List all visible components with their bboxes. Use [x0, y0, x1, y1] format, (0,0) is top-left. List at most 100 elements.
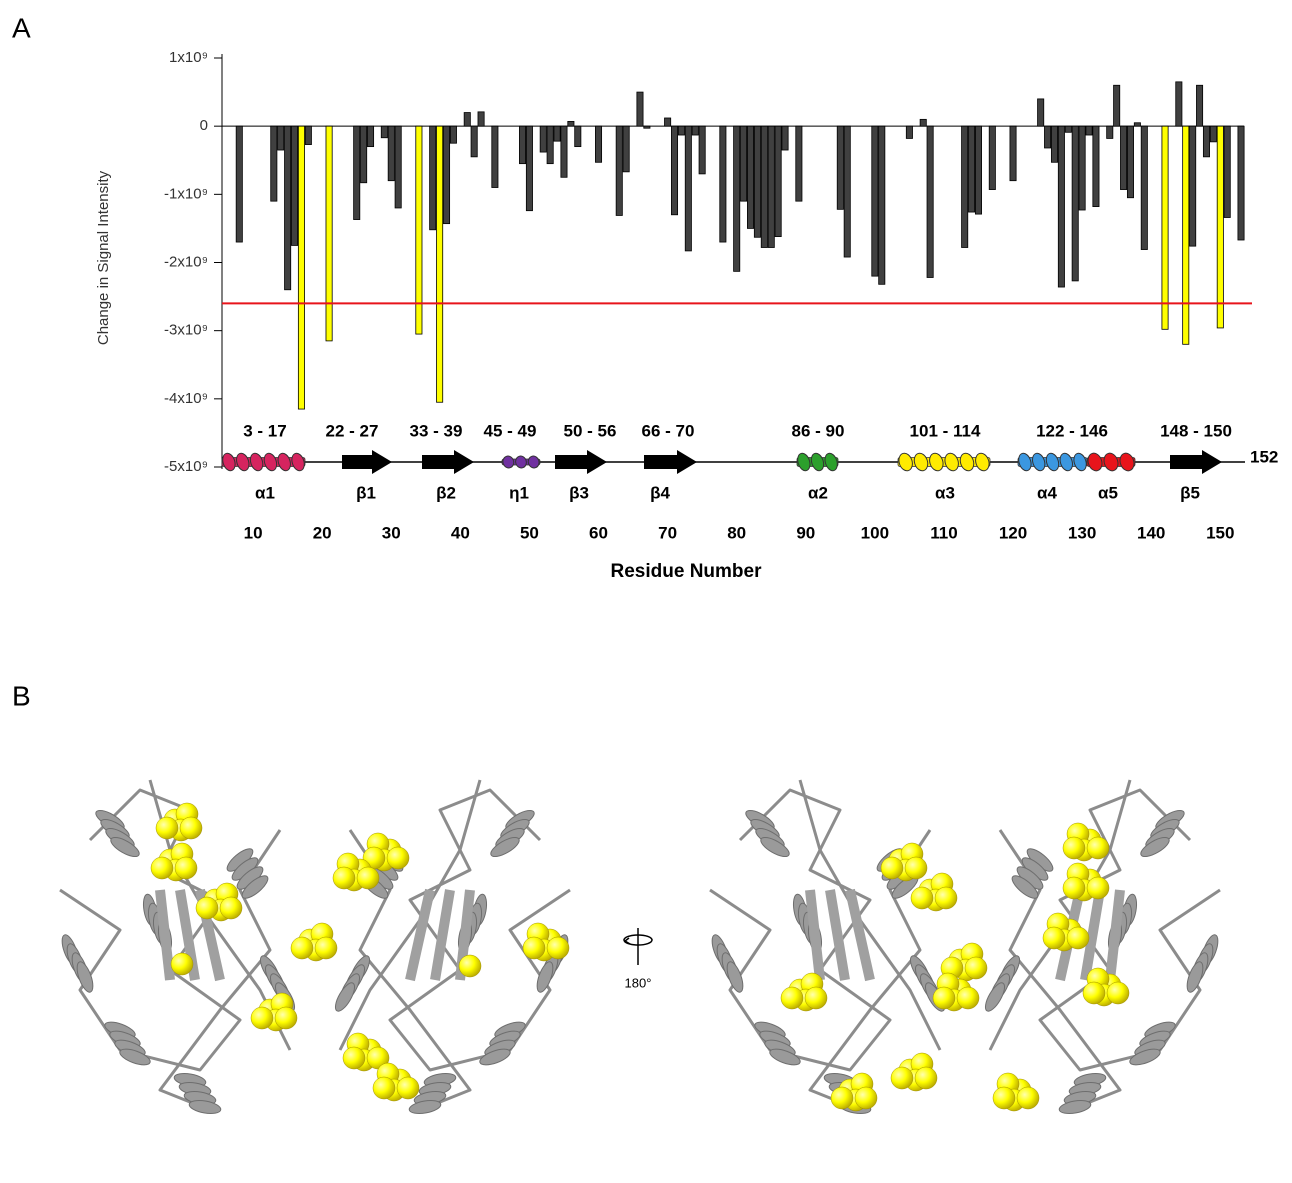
x-tick-label: 40 [451, 523, 470, 542]
atom-sphere [1062, 876, 1086, 900]
helix-turn [975, 452, 990, 472]
helix [76, 961, 94, 993]
bar [740, 125, 748, 202]
strand [342, 450, 392, 474]
bar [760, 125, 768, 248]
element-label: β2 [436, 483, 456, 502]
atom-sphere [1082, 981, 1106, 1005]
bar [470, 125, 478, 158]
helix-turn [944, 452, 959, 472]
atom-sphere [1086, 836, 1110, 860]
bar [235, 125, 243, 243]
bar [394, 125, 402, 209]
bar [664, 117, 672, 127]
x-axis-title: Residue Number [611, 561, 763, 582]
bar [525, 125, 533, 212]
helix [1058, 1099, 1092, 1115]
bar [753, 125, 761, 238]
bar [436, 125, 444, 403]
bar [671, 125, 679, 216]
bar [643, 125, 651, 129]
sheet [405, 888, 435, 982]
atom-sphere [522, 936, 546, 960]
helix [1011, 875, 1039, 899]
bar [961, 125, 969, 248]
bar [878, 125, 886, 285]
bar [767, 125, 775, 248]
x-tick-label: 30 [382, 523, 401, 542]
atom-sphere [219, 896, 243, 920]
x-tick-label: 140 [1137, 523, 1165, 542]
atom-sphere [195, 896, 219, 920]
atom-sphere [314, 936, 338, 960]
helix [188, 1099, 222, 1115]
element-label: β3 [569, 483, 589, 502]
bar [491, 125, 499, 188]
atom-sphere [804, 986, 828, 1010]
bar [1113, 84, 1121, 127]
atom-sphere [956, 986, 980, 1010]
sheet [825, 889, 850, 981]
y-tick-label: -1x10⁹ [164, 185, 208, 202]
helix-turn [515, 455, 527, 469]
atom-sphere [1042, 926, 1066, 950]
bar [574, 125, 582, 148]
bar [836, 125, 844, 210]
atom-sphere [1066, 926, 1090, 950]
bar [546, 125, 554, 165]
y-tick-label: 0 [200, 117, 208, 134]
bar [871, 125, 879, 277]
bar [277, 125, 285, 151]
bar [622, 125, 630, 173]
bar [1237, 125, 1245, 241]
bar [926, 125, 934, 278]
bar [905, 125, 913, 139]
bar [1140, 125, 1148, 250]
bar-chart: 1x10⁹ 0 -1x10⁹ -2x10⁹ -3x10⁹ -4x10⁹ -5x10⁹ 10 20… [164, 49, 1252, 542]
element-label: β5 [1180, 483, 1200, 502]
bar [367, 125, 375, 148]
helix-turn [898, 452, 913, 472]
bar [1009, 125, 1017, 182]
helix [119, 1048, 151, 1066]
bar [1189, 125, 1197, 247]
bar [1196, 84, 1204, 127]
bar [691, 125, 699, 136]
atom-sphere [396, 1076, 420, 1100]
bar [387, 125, 395, 182]
x-tick-label: 110 [930, 523, 957, 542]
bar [843, 125, 851, 258]
helix [479, 1048, 511, 1066]
bar [719, 125, 727, 243]
helix [1140, 836, 1170, 858]
x-tick-label: 10 [244, 523, 263, 542]
range-label: 86 - 90 [792, 421, 845, 440]
element-label: α1 [255, 483, 275, 502]
atom-sphere [1062, 836, 1086, 860]
bar [636, 91, 644, 127]
x-tick-label: 120 [999, 523, 1027, 542]
bar [270, 125, 278, 202]
atom-sphere [992, 1086, 1016, 1110]
range-label: 45 - 49 [484, 421, 537, 440]
helix-turn [797, 452, 811, 472]
strand [555, 450, 607, 474]
topology-track: 152 3 - 17 α1 22 - 27 β1 33 - 39 β2 45 - 49 η1 50… [221, 421, 1278, 502]
atom-sphere [170, 952, 194, 976]
atom-sphere [332, 866, 356, 890]
x-tick-label: 100 [861, 523, 889, 542]
helix-turn [277, 452, 291, 472]
range-label: 66 - 70 [642, 421, 695, 440]
bar [1120, 125, 1128, 190]
strand [644, 450, 697, 474]
bar [429, 125, 437, 231]
helix-turn [1073, 452, 1087, 472]
range-label: 33 - 39 [410, 421, 463, 440]
atom-sphere [155, 816, 179, 840]
element-label: α2 [808, 483, 828, 502]
bar [1064, 125, 1072, 133]
bar [1223, 125, 1231, 218]
bar [304, 125, 312, 145]
helix [408, 1099, 442, 1115]
bar [1126, 125, 1134, 199]
